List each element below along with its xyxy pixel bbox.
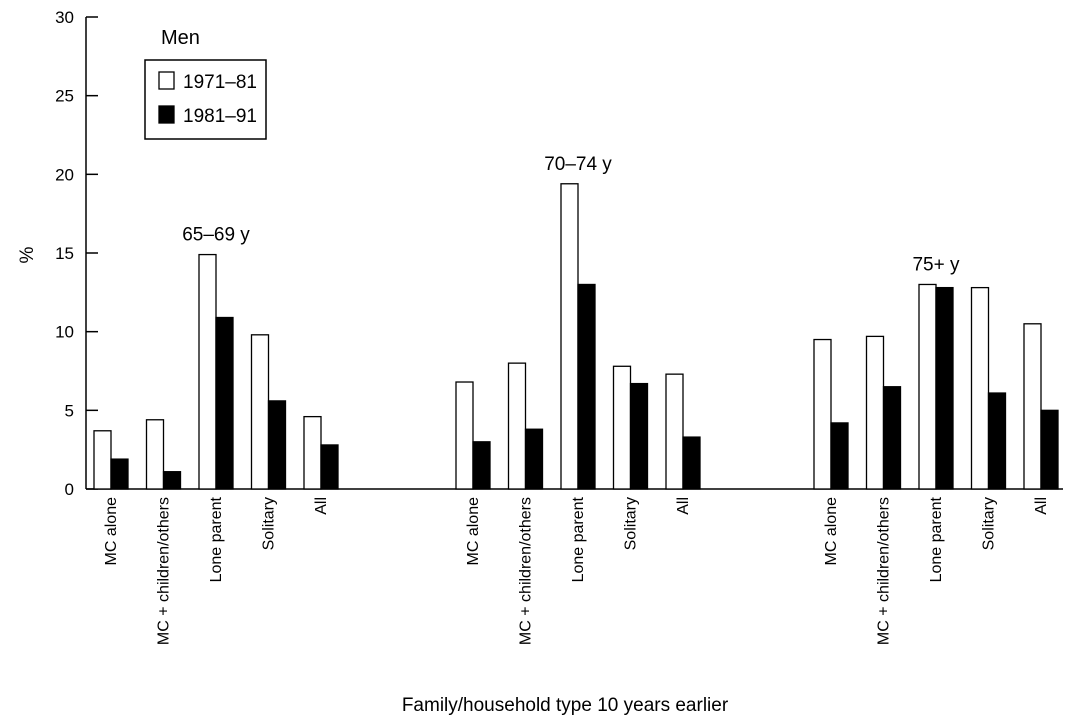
legend-label-series-2: 1981–91 — [183, 106, 257, 127]
bar — [507, 362, 527, 490]
bar — [682, 436, 701, 490]
bars — [93, 183, 1059, 490]
bar — [612, 365, 632, 490]
bar — [560, 183, 579, 490]
category-label: Lone parent — [208, 496, 225, 582]
bar — [629, 382, 649, 490]
bar — [1040, 409, 1059, 490]
category-label: All — [675, 497, 692, 515]
x-axis-title: Family/household type 10 years earlier — [402, 695, 729, 716]
bar — [813, 338, 832, 490]
category-label: Lone parent — [928, 496, 945, 582]
category-label: MC alone — [103, 497, 120, 566]
legend: Men 1971–81 1981–91 — [144, 27, 267, 140]
bar — [267, 400, 287, 490]
bar — [250, 334, 270, 490]
y-tick-label: 15 — [55, 244, 74, 263]
bar — [198, 253, 217, 490]
category-label: MC + children/others — [156, 497, 173, 645]
y-tick-label: 30 — [55, 8, 74, 27]
category-label: All — [313, 497, 330, 515]
bar — [970, 286, 990, 490]
bar — [882, 386, 902, 490]
category-label: Solitary — [261, 497, 278, 550]
category-label: Lone parent — [570, 496, 587, 582]
group-label: 70–74 y — [544, 154, 612, 175]
bar — [1023, 323, 1042, 490]
bar — [918, 283, 937, 490]
y-tick-label: 10 — [55, 323, 74, 342]
bar — [524, 428, 544, 490]
group-label: 65–69 y — [182, 225, 250, 246]
category-label: MC + children/others — [876, 497, 893, 645]
bar — [110, 458, 129, 490]
bar — [145, 419, 165, 490]
bar — [987, 392, 1007, 490]
category-label: MC alone — [465, 497, 482, 566]
group-label: 75+ y — [912, 254, 960, 275]
bar — [303, 415, 322, 490]
bar — [577, 283, 596, 490]
category-label: MC alone — [823, 497, 840, 566]
bar — [830, 422, 849, 490]
legend-swatch-series-1 — [158, 71, 175, 90]
legend-swatch-series-2 — [158, 105, 175, 124]
bar — [935, 286, 954, 490]
y-tick-label: 25 — [55, 87, 74, 106]
category-label: Solitary — [623, 497, 640, 550]
bar — [162, 471, 182, 490]
bar — [455, 381, 474, 490]
legend-label-series-1: 1971–81 — [183, 72, 257, 93]
y-tick-label: 0 — [65, 480, 74, 499]
bar — [215, 316, 234, 490]
category-label: All — [1033, 497, 1050, 515]
bar — [320, 444, 339, 490]
y-tick-label: 5 — [65, 401, 74, 420]
bar — [665, 373, 684, 490]
labels: MC alone MC + children/others Lone parent S… — [103, 154, 1050, 645]
bar — [865, 335, 885, 490]
bar — [93, 430, 112, 490]
category-label: Solitary — [981, 497, 998, 550]
category-label: MC + children/others — [518, 497, 535, 645]
legend-box — [144, 59, 267, 140]
y-axis-title: % — [17, 246, 38, 263]
bar — [472, 441, 491, 490]
y-tick-label: 20 — [55, 165, 74, 184]
legend-title: Men — [161, 27, 200, 49]
